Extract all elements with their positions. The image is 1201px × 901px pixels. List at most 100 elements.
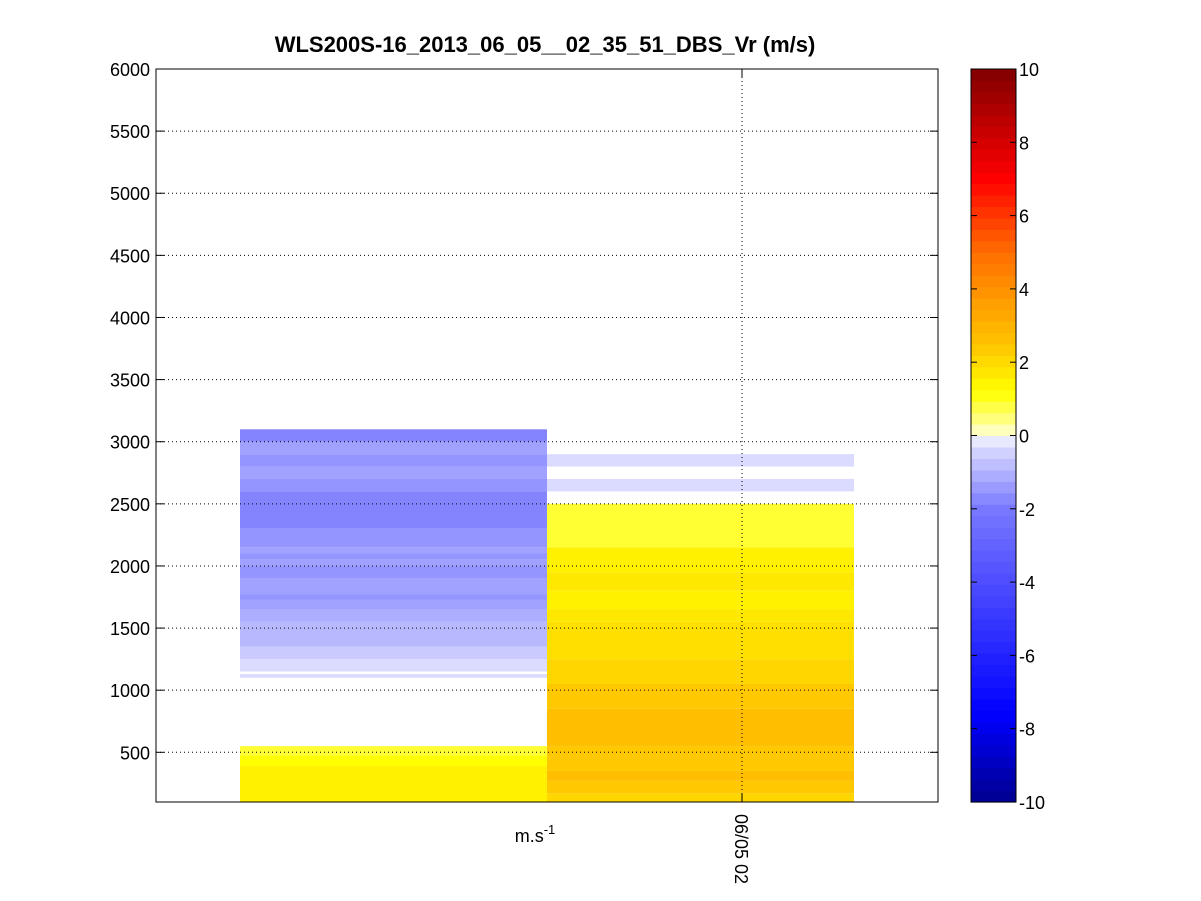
heatmap-cell — [240, 466, 547, 479]
colorbar-tick-label: -4 — [1019, 573, 1035, 593]
y-tick-label: 4500 — [110, 246, 150, 266]
y-tick-label: 3500 — [110, 371, 150, 391]
heatmap-cell — [240, 765, 547, 802]
colorbar-segment — [971, 767, 1016, 780]
y-tick-label: 6000 — [110, 60, 150, 80]
colorbar-segment — [971, 435, 1016, 448]
heatmap-cell — [240, 659, 547, 672]
colorbar-segment — [971, 114, 1016, 127]
colorbar-tick-label: 6 — [1019, 207, 1029, 227]
heatmap-cell — [547, 780, 854, 794]
heatmap-cell — [547, 621, 854, 660]
colorbar-segment — [971, 309, 1016, 322]
x-axis: m.s-1 06/05 02 — [515, 69, 751, 884]
heatmap-cell — [547, 478, 854, 492]
colorbar-segment — [971, 653, 1016, 666]
colorbar-segment — [971, 572, 1016, 585]
colorbar-segment — [971, 492, 1016, 505]
colorbar-segment — [971, 286, 1016, 299]
colorbar-segment — [971, 756, 1016, 769]
colorbar-segment — [971, 607, 1016, 620]
y-tick-label: 5000 — [110, 184, 150, 204]
colorbar-segment — [971, 366, 1016, 379]
colorbar-segment — [971, 172, 1016, 185]
heatmap-cell — [547, 770, 854, 781]
colorbar-segment — [971, 710, 1016, 723]
x-tick-label-time: 06/05 02 — [731, 814, 751, 884]
heatmap-cell — [547, 708, 854, 747]
heatmap-cell — [547, 609, 854, 622]
colorbar-segment — [971, 126, 1016, 139]
colorbar-segment — [971, 378, 1016, 391]
heatmap-cell — [240, 746, 547, 757]
colorbar-segment — [971, 389, 1016, 402]
colorbar-segment — [971, 137, 1016, 150]
colorbar-tick-label: -8 — [1019, 720, 1035, 740]
colorbar-segment — [971, 790, 1016, 803]
heatmap-cell — [240, 491, 547, 529]
heatmap-cell — [240, 599, 547, 610]
heatmap-cell — [240, 594, 547, 600]
heatmap-cell — [547, 746, 854, 771]
y-tick-label: 1000 — [110, 681, 150, 701]
colorbar-segment — [971, 355, 1016, 368]
colorbar-segment — [971, 469, 1016, 482]
heatmap-cell — [547, 683, 854, 709]
colorbar-segment — [971, 69, 1016, 82]
colorbar-segment — [971, 206, 1016, 219]
y-axis: 500 1000 1500 2000 2500 3000 3500 4000 4500 5000 5… — [110, 60, 938, 763]
colorbar-segment — [971, 149, 1016, 162]
colorbar-segment — [971, 481, 1016, 494]
colorbar-segment — [971, 217, 1016, 230]
colorbar-segment — [971, 446, 1016, 460]
heatmap-cell — [240, 429, 547, 442]
colorbar-segment — [971, 595, 1016, 608]
colorbar-tick-label: 0 — [1019, 427, 1029, 447]
y-tick-label: 5500 — [110, 122, 150, 142]
colorbar-tick-label: 4 — [1019, 280, 1029, 300]
colorbar-segment — [971, 618, 1016, 631]
heatmap-cell — [547, 454, 854, 467]
colorbar-segment — [971, 630, 1016, 643]
colorbar-segment — [971, 676, 1016, 689]
y-tick-label: 1500 — [110, 619, 150, 639]
x-tick-unit-exponent: -1 — [544, 822, 556, 837]
colorbar-tick-label: 8 — [1019, 133, 1029, 153]
colorbar-segment — [971, 412, 1016, 425]
colorbar-segment — [971, 332, 1016, 345]
colorbar-ticks: -10 -8 -6 -4 -2 0 2 4 6 8 10 — [971, 60, 1045, 813]
colorbar-segment — [971, 263, 1016, 276]
colorbar-segment — [971, 229, 1016, 242]
heatmap-cell — [547, 590, 854, 610]
colorbar-segment — [971, 80, 1016, 93]
colorbar — [971, 69, 1016, 803]
colorbar-tick-label: -6 — [1019, 646, 1035, 666]
colorbar-segment — [971, 721, 1016, 734]
colorbar-tick-label: 10 — [1019, 60, 1039, 80]
heatmap-cell — [240, 756, 547, 766]
heatmap-cell — [240, 454, 547, 467]
colorbar-segment — [971, 194, 1016, 208]
heatmap-cell — [240, 441, 547, 455]
colorbar-tick-label: -2 — [1019, 500, 1035, 520]
colorbar-segment — [971, 240, 1016, 253]
heatmap-cell — [547, 793, 854, 802]
colorbar-segment — [971, 160, 1016, 173]
colorbar-segment — [971, 779, 1016, 792]
colorbar-segment — [971, 733, 1016, 746]
heatmap-cell — [547, 572, 854, 591]
colorbar-segment — [971, 401, 1016, 414]
colorbar-segment — [971, 458, 1016, 471]
heatmap-cell — [547, 547, 854, 573]
plot-frame — [155, 68, 939, 803]
colorbar-segment — [971, 275, 1016, 288]
colorbar-tick-label: -10 — [1019, 793, 1045, 813]
colorbar-segment — [971, 183, 1016, 196]
colorbar-segment — [971, 298, 1016, 311]
y-tick-label: 2000 — [110, 557, 150, 577]
colorbar-segment — [971, 687, 1016, 700]
y-tick-label: 4000 — [110, 308, 150, 328]
colorbar-tick-label: 2 — [1019, 353, 1029, 373]
x-tick-label-unit: m.s-1 — [515, 822, 556, 846]
